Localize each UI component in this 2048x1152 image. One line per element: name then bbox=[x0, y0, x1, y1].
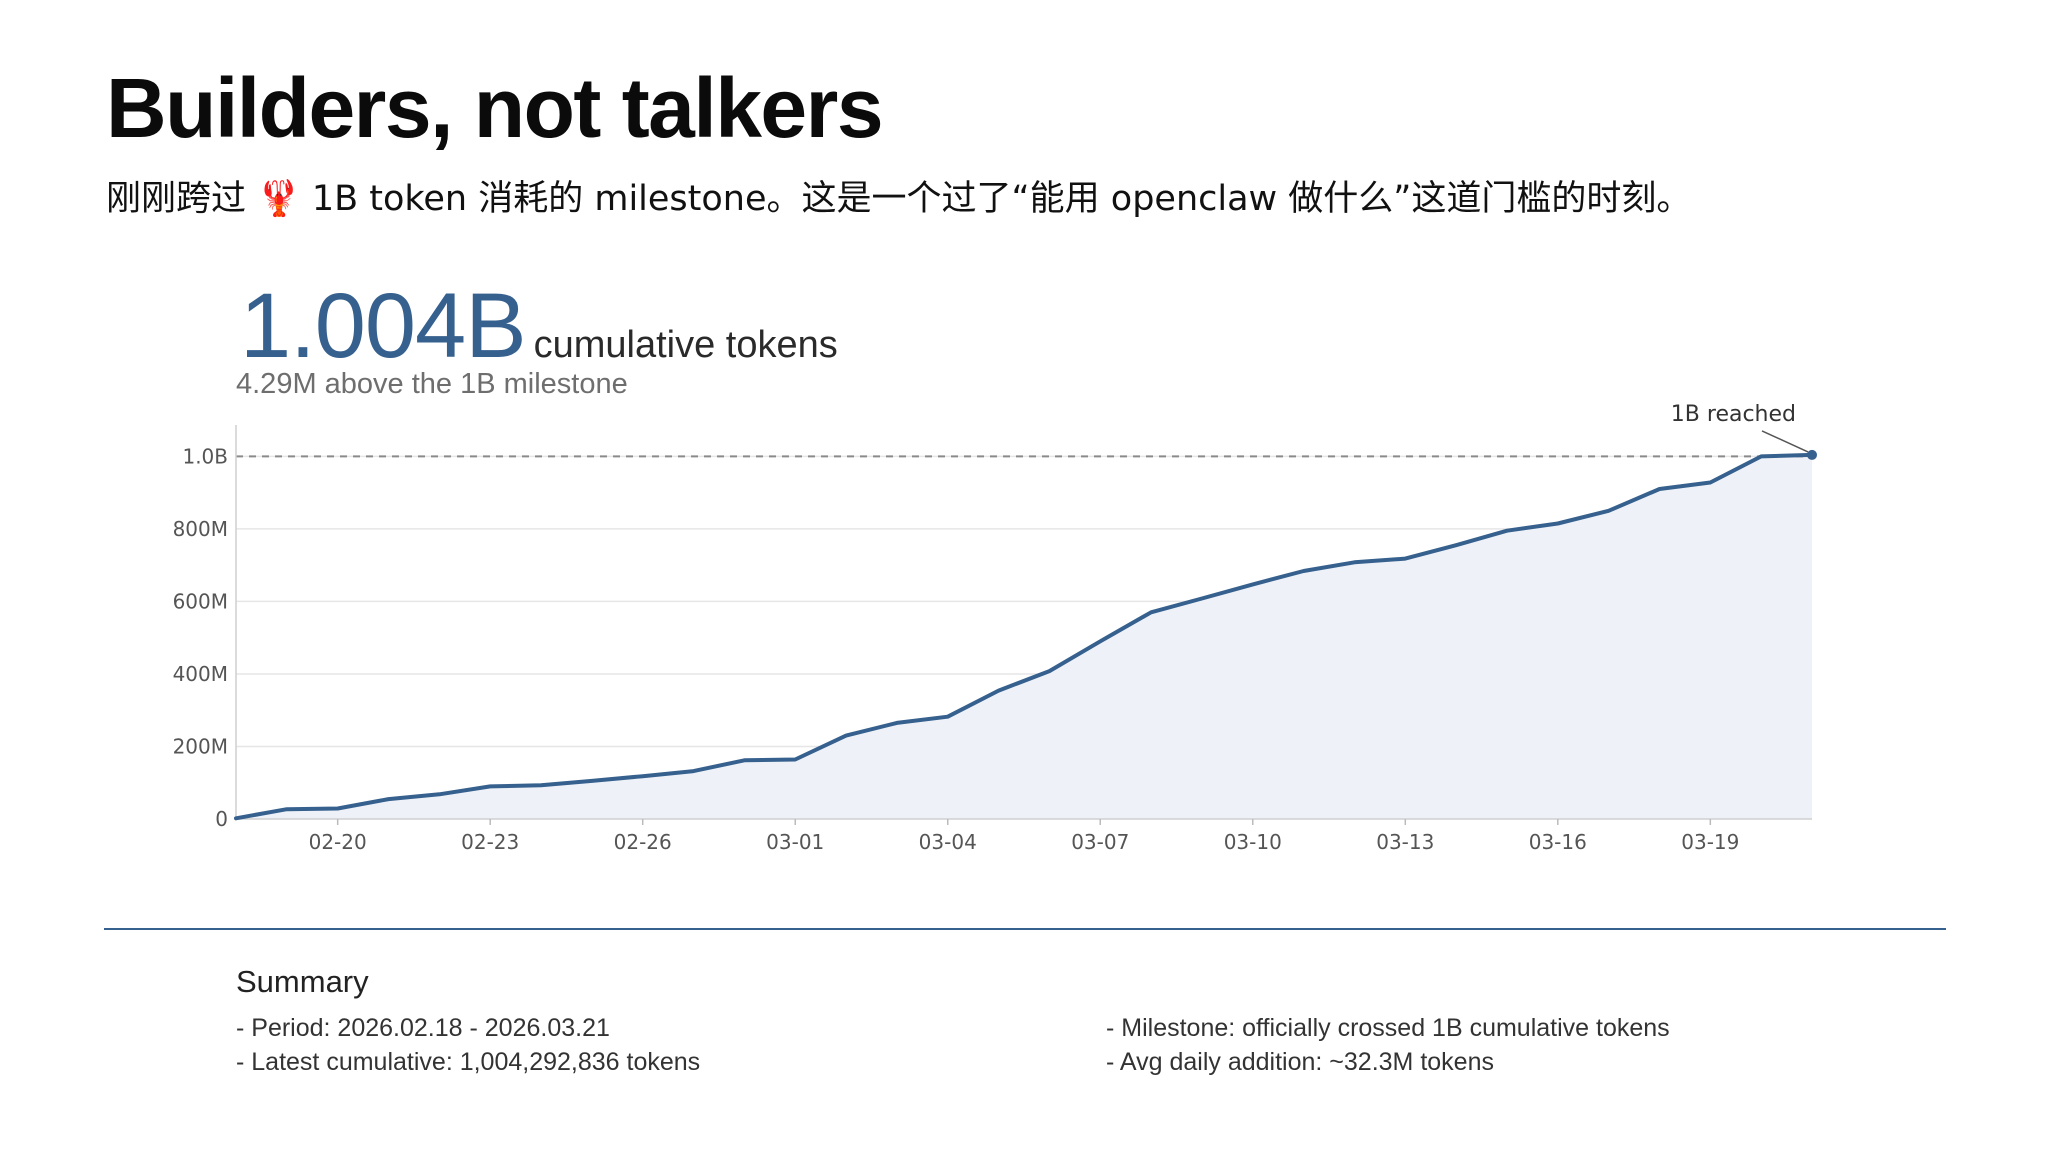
y-tick-label: 0 bbox=[215, 807, 228, 831]
kpi-value: 1.004B bbox=[240, 275, 527, 377]
chart-series-line bbox=[234, 452, 1814, 821]
annotation-label: 1B reached bbox=[1671, 402, 1796, 427]
x-tick-label: 03-19 bbox=[1681, 830, 1739, 854]
section-divider bbox=[104, 928, 1946, 930]
x-tick-label: 03-16 bbox=[1529, 830, 1587, 854]
summary-avg-daily: - Avg daily addition: ~32.3M tokens bbox=[1106, 1048, 1494, 1076]
annotation-leader-line bbox=[1761, 430, 1809, 453]
summary-heading: Summary bbox=[236, 964, 369, 999]
kpi-unit: cumulative tokens bbox=[533, 324, 838, 366]
summary-milestone: - Milestone: officially crossed 1B cumul… bbox=[1106, 1014, 1670, 1042]
y-tick-label: 1.0B bbox=[182, 444, 228, 468]
slide-subtitle: 刚刚跨过 🦞 1B token 消耗的 milestone。这是一个过了“能用 … bbox=[106, 179, 1692, 219]
x-tick-label: 02-26 bbox=[614, 830, 672, 854]
kpi-note: 4.29M above the 1B milestone bbox=[236, 368, 628, 400]
kpi-headline: 1.004B cumulative tokens bbox=[240, 280, 838, 372]
x-tick-label: 03-13 bbox=[1376, 830, 1434, 854]
y-tick-label: 200M bbox=[173, 734, 228, 758]
y-tick-label: 800M bbox=[173, 517, 228, 541]
x-tick-label: 02-23 bbox=[461, 830, 519, 854]
slide-title: Builders, not talkers bbox=[106, 61, 884, 155]
summary-latest-cumulative: - Latest cumulative: 1,004,292,836 token… bbox=[236, 1048, 701, 1076]
annotation-marker bbox=[1807, 449, 1817, 460]
chart-area-fill bbox=[236, 454, 1812, 819]
x-axis-ticks: 02-20 02-23 02-26 03-01 03-04 03-07 03-10 03-13… bbox=[309, 819, 1739, 854]
x-tick-label: 03-07 bbox=[1071, 830, 1129, 854]
x-tick-label: 03-04 bbox=[919, 830, 977, 854]
cumulative-tokens-chart: 0 200M 400M 600M 800M 1.0B 02-20 02-23 02-26 03-… bbox=[173, 402, 1817, 854]
y-tick-label: 600M bbox=[173, 589, 228, 613]
y-tick-label: 400M bbox=[173, 662, 228, 686]
y-axis-ticks: 0 200M 400M 600M 800M 1.0B bbox=[173, 444, 228, 831]
x-tick-label: 03-01 bbox=[766, 830, 824, 854]
summary-period: - Period: 2026.02.18 - 2026.03.21 bbox=[236, 1014, 610, 1042]
x-tick-label: 02-20 bbox=[309, 830, 367, 854]
x-tick-label: 03-10 bbox=[1224, 830, 1282, 854]
